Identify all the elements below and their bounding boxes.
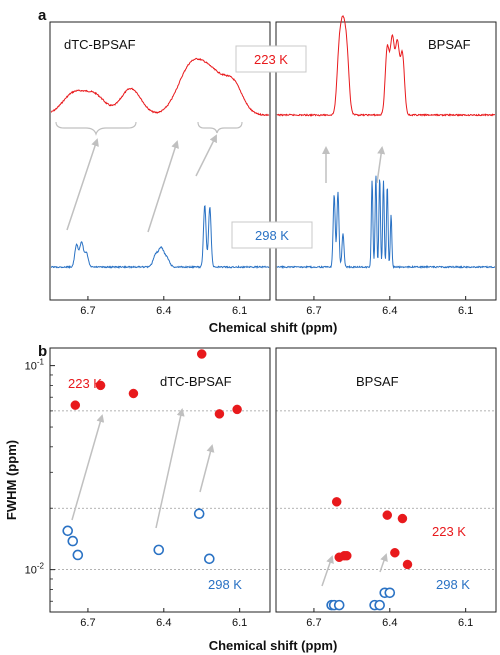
tick-labels-bpsaf-b: 6.7 6.4 6.1	[306, 608, 473, 629]
y-tick-label: 10-2	[25, 562, 45, 577]
temp-label-298k-b-right: 298 K	[436, 577, 470, 592]
x-axis-label-a: Chemical shift (ppm)	[209, 320, 338, 335]
point-223k	[196, 349, 207, 359]
point-298k	[62, 525, 74, 537]
point-223k	[95, 380, 106, 391]
compound-title-dtc-b: dTC-BPSAF	[160, 374, 232, 389]
point-298k	[72, 549, 84, 561]
spectrum-298k-bpsaf	[276, 175, 496, 270]
point-223k	[342, 550, 352, 561]
tick-labels-dtc: 6.7 6.4 6.1	[80, 296, 247, 317]
spectrum-plot-dtc-bpsaf: dTC-BPSAF 6.7 6.4 6.1	[49, 21, 271, 317]
point-223k	[390, 548, 400, 558]
x-tick-label: 6.1	[232, 305, 247, 317]
fwhm-plot-bpsaf: BPSAF 6.7 6.4 6.1	[275, 347, 497, 629]
x-axis-label-b: Chemical shift (ppm)	[209, 638, 338, 653]
point-223k	[382, 510, 393, 520]
plot-frame	[275, 347, 497, 613]
temp-label-223k-b-left: 223 K	[68, 376, 102, 391]
compound-title-bpsaf-b: BPSAF	[356, 374, 399, 389]
temp-label-298k-a: 298 K	[231, 221, 313, 249]
temp-label-223k-a: 223 K	[235, 45, 307, 73]
annotation-braces	[55, 121, 243, 136]
point-223k	[214, 409, 225, 419]
point-223k	[331, 497, 342, 507]
point-298k	[333, 599, 345, 611]
temp-label-text: 298 K	[255, 228, 289, 243]
annotation-arrows-a	[66, 134, 386, 233]
point-223k	[232, 404, 242, 415]
x-tick-label: 6.1	[458, 305, 473, 317]
point-298k	[67, 535, 79, 547]
plot-frame	[275, 21, 497, 301]
gridlines-bpsaf	[276, 410, 496, 571]
x-tick-label: 6.1	[458, 617, 473, 629]
x-tick-label: 6.7	[80, 617, 95, 629]
x-tick-label: 6.4	[156, 617, 171, 629]
y-axis-label-b: FWHM (ppm)	[4, 440, 19, 520]
point-223k	[402, 559, 413, 570]
x-tick-label: 6.7	[306, 305, 321, 317]
point-223k	[128, 388, 139, 399]
x-tick-label: 6.1	[232, 617, 247, 629]
x-tick-label: 6.7	[80, 305, 95, 317]
spectrum-plot-bpsaf: BPSAF 6.7 6.4 6.1	[275, 15, 497, 317]
point-298k	[374, 599, 385, 611]
panel-label-a: a	[38, 7, 47, 24]
point-298k	[384, 587, 396, 599]
tick-labels-dtc-b: 6.7 6.4 6.1	[80, 608, 247, 629]
x-tick-label: 6.7	[306, 617, 321, 629]
tick-labels-bpsaf: 6.7 6.4 6.1	[306, 296, 473, 317]
plot-frame	[49, 347, 271, 613]
points-bpsaf	[326, 497, 413, 611]
y-tick-label: 10-1	[25, 358, 45, 373]
point-298k	[153, 544, 165, 556]
point-298k	[204, 553, 215, 565]
compound-title-dtc: dTC-BPSAF	[64, 37, 136, 52]
x-tick-label: 6.4	[382, 617, 397, 629]
plot-frame	[49, 21, 271, 301]
point-298k	[193, 508, 205, 520]
compound-title-bpsaf: BPSAF	[428, 37, 471, 52]
temp-label-223k-b-right: 223 K	[432, 524, 466, 539]
y-axis-ticks-b: 10-1 10-2	[25, 358, 55, 602]
x-tick-label: 6.4	[156, 305, 171, 317]
temp-label-text: 223 K	[254, 52, 288, 67]
point-223k	[397, 513, 408, 524]
spectrum-223k-bpsaf	[276, 15, 496, 117]
point-223k	[70, 400, 81, 410]
temp-label-298k-b-left: 298 K	[208, 577, 242, 592]
panel-label-b: b	[38, 343, 47, 360]
x-tick-label: 6.4	[382, 305, 397, 317]
points-dtc	[62, 349, 242, 565]
spectrum-223k-dtc	[50, 57, 270, 117]
annotation-arrows-b	[71, 408, 388, 587]
spectrum-298k-dtc	[51, 205, 270, 270]
